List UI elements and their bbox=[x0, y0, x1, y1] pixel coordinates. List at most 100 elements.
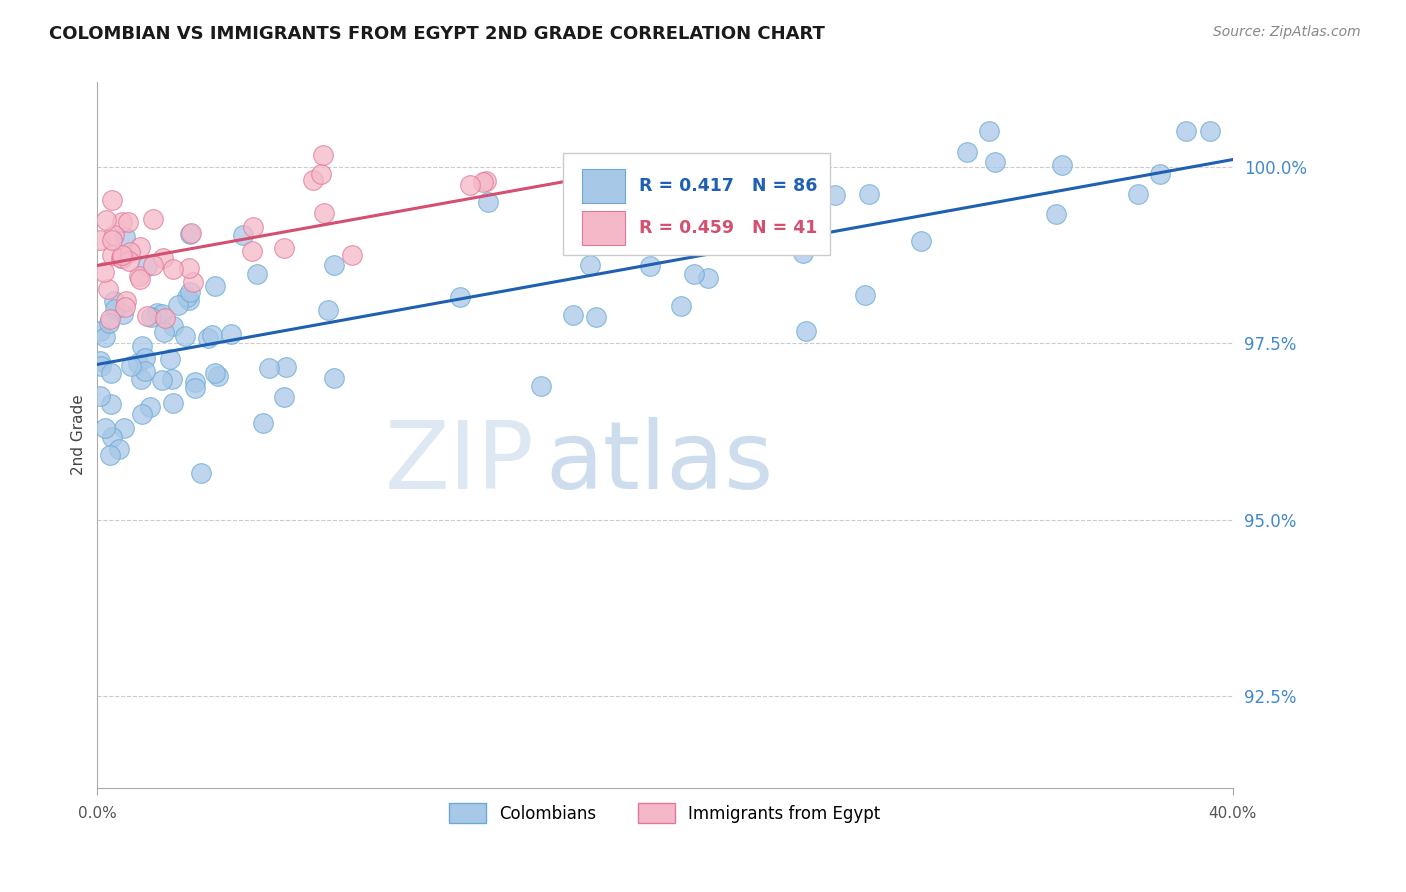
Point bbox=[118, 254, 141, 268]
Point bbox=[204, 366, 226, 380]
Point bbox=[100, 430, 122, 444]
Legend: Colombians, Immigrants from Egypt: Colombians, Immigrants from Egypt bbox=[443, 797, 887, 830]
Point bbox=[302, 173, 325, 187]
Point bbox=[153, 326, 176, 340]
Point bbox=[910, 234, 932, 248]
Point bbox=[100, 448, 122, 462]
Point bbox=[207, 368, 229, 383]
Text: ZIP: ZIP bbox=[385, 417, 534, 509]
Point bbox=[120, 359, 142, 374]
Point bbox=[94, 213, 117, 227]
Point bbox=[190, 466, 212, 480]
Point bbox=[323, 371, 346, 385]
Point bbox=[139, 401, 162, 415]
Text: R = 0.417   N = 86: R = 0.417 N = 86 bbox=[638, 177, 817, 194]
Point bbox=[98, 312, 121, 326]
Point bbox=[179, 285, 201, 300]
Point bbox=[184, 375, 207, 389]
Point bbox=[129, 372, 152, 386]
Point bbox=[111, 248, 134, 262]
Point bbox=[93, 265, 115, 279]
Point bbox=[1126, 186, 1149, 201]
Point bbox=[100, 397, 122, 411]
Point bbox=[136, 310, 159, 324]
Point bbox=[103, 293, 125, 308]
Point bbox=[114, 300, 136, 314]
Point bbox=[562, 309, 585, 323]
Point bbox=[697, 270, 720, 285]
Point bbox=[159, 351, 181, 366]
Point bbox=[103, 228, 125, 243]
Point bbox=[162, 262, 184, 277]
Point bbox=[323, 258, 346, 272]
Point bbox=[792, 245, 814, 260]
Point bbox=[252, 416, 274, 430]
Point bbox=[246, 267, 269, 281]
Point bbox=[1149, 167, 1171, 181]
Point bbox=[180, 226, 202, 240]
Point bbox=[179, 227, 201, 242]
Bar bbox=[582, 211, 626, 245]
Point bbox=[139, 310, 162, 324]
Y-axis label: 2nd Grade: 2nd Grade bbox=[72, 394, 86, 475]
Point bbox=[111, 307, 134, 321]
Point bbox=[240, 244, 263, 259]
Point bbox=[177, 260, 200, 275]
Point bbox=[118, 244, 141, 259]
Point bbox=[97, 281, 120, 295]
Point bbox=[474, 174, 496, 188]
Point bbox=[799, 200, 821, 214]
Point bbox=[101, 233, 124, 247]
Point bbox=[129, 240, 152, 254]
Point bbox=[100, 366, 122, 380]
Text: Source: ZipAtlas.com: Source: ZipAtlas.com bbox=[1213, 25, 1361, 39]
Point bbox=[1050, 157, 1073, 171]
Point bbox=[131, 339, 153, 353]
Point bbox=[530, 379, 553, 393]
Point bbox=[166, 298, 188, 312]
Point bbox=[162, 396, 184, 410]
Point bbox=[135, 259, 157, 273]
Point bbox=[150, 307, 173, 321]
Point bbox=[984, 155, 1007, 169]
Point bbox=[273, 241, 295, 255]
Point bbox=[232, 227, 254, 242]
Point bbox=[89, 233, 111, 247]
Point bbox=[197, 331, 219, 345]
Point bbox=[204, 279, 226, 293]
Point bbox=[312, 148, 335, 162]
Point bbox=[471, 175, 494, 189]
Point bbox=[792, 202, 814, 216]
Point bbox=[221, 327, 243, 342]
Point bbox=[117, 215, 139, 229]
FancyBboxPatch shape bbox=[562, 153, 830, 255]
Point bbox=[578, 258, 600, 272]
Point bbox=[316, 303, 339, 318]
Point bbox=[458, 178, 481, 192]
Point bbox=[955, 145, 977, 159]
Point bbox=[110, 215, 132, 229]
Text: 40.0%: 40.0% bbox=[1208, 805, 1257, 821]
Point bbox=[162, 372, 184, 386]
Point bbox=[853, 288, 876, 302]
Point bbox=[150, 373, 173, 387]
Point bbox=[94, 421, 117, 435]
Point bbox=[128, 269, 150, 284]
Point bbox=[89, 324, 111, 338]
Point bbox=[340, 247, 363, 261]
Point bbox=[97, 316, 120, 330]
Point bbox=[114, 229, 136, 244]
Point bbox=[314, 206, 336, 220]
Point bbox=[273, 390, 295, 404]
Point bbox=[162, 319, 184, 334]
Point bbox=[274, 360, 297, 375]
Bar bbox=[582, 169, 626, 202]
Point bbox=[127, 357, 149, 371]
Point bbox=[112, 421, 135, 435]
Point bbox=[174, 329, 197, 343]
Text: 0.0%: 0.0% bbox=[77, 805, 117, 821]
Point bbox=[1198, 124, 1220, 138]
Point bbox=[309, 167, 332, 181]
Point bbox=[131, 407, 153, 421]
Point bbox=[979, 124, 1001, 138]
